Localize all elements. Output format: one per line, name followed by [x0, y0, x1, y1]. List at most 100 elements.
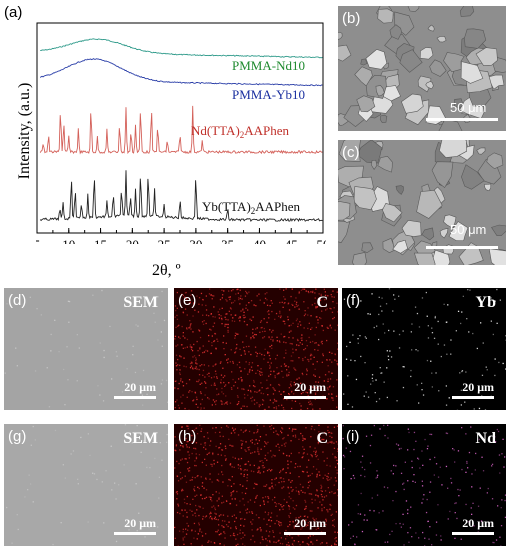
- map-dot: [295, 303, 297, 305]
- map-dot: [161, 345, 163, 347]
- map-dot: [218, 497, 220, 499]
- map-dot: [270, 450, 272, 452]
- map-dot: [208, 340, 210, 342]
- map-dot: [211, 518, 213, 521]
- map-dot: [315, 387, 317, 389]
- map-dot: [179, 372, 181, 374]
- map-dot: [438, 390, 440, 392]
- map-dot: [306, 392, 309, 394]
- map-dot: [226, 323, 228, 326]
- map-dot: [197, 406, 199, 408]
- map-dot: [295, 490, 298, 492]
- map-dot: [126, 525, 128, 527]
- map-dot: [429, 433, 431, 435]
- map-dot: [174, 401, 177, 403]
- map-dot: [292, 428, 294, 430]
- map-dot: [182, 394, 184, 396]
- map-dot: [259, 404, 261, 406]
- map-dot: [210, 294, 212, 296]
- map-dot: [201, 321, 204, 323]
- map-dot: [312, 543, 314, 545]
- map-dot: [288, 336, 290, 339]
- map-dot: [357, 338, 359, 340]
- map-dot: [314, 334, 316, 336]
- map-dot: [293, 393, 295, 395]
- map-dot: [273, 536, 275, 538]
- map-dot: [210, 498, 212, 501]
- map-dot: [205, 533, 207, 535]
- map-dot: [212, 494, 214, 496]
- map-dot: [194, 392, 197, 394]
- map-dot: [128, 529, 130, 531]
- map-dot: [478, 407, 481, 410]
- map-dot: [232, 301, 234, 304]
- map-dot: [467, 289, 469, 291]
- map-dot: [425, 291, 427, 294]
- map-dot: [498, 454, 501, 456]
- map-dot: [435, 534, 438, 536]
- map-dot: [257, 447, 259, 449]
- map-dot: [453, 449, 455, 451]
- map-dot: [251, 400, 253, 402]
- map-dot: [208, 365, 210, 367]
- map-dot: [195, 358, 197, 360]
- map-dot: [242, 440, 244, 442]
- map-dot: [311, 502, 313, 504]
- map-dot: [198, 297, 201, 299]
- map-dot: [213, 382, 216, 384]
- particle: [353, 186, 377, 211]
- map-dot: [332, 524, 334, 526]
- map-dot: [174, 449, 176, 451]
- map-dot: [226, 359, 228, 361]
- map-dot: [217, 311, 219, 313]
- map-dot: [254, 443, 256, 445]
- map-dot: [263, 354, 266, 356]
- map-dot: [244, 397, 246, 399]
- map-dot: [213, 459, 215, 462]
- map-dot: [347, 375, 349, 377]
- map-dot: [230, 492, 232, 494]
- map-dot: [282, 428, 284, 430]
- map-dot: [369, 313, 371, 315]
- map-dot: [232, 378, 234, 381]
- map-dot: [272, 487, 274, 489]
- map-dot: [178, 324, 180, 326]
- map-dot: [199, 528, 201, 530]
- map-dot: [336, 363, 338, 365]
- map-dot: [305, 340, 308, 342]
- map-dot: [272, 454, 274, 456]
- map-dot: [221, 449, 223, 451]
- map-dot: [302, 541, 304, 543]
- map-dot: [289, 521, 291, 523]
- map-dot: [273, 398, 276, 401]
- map-dot: [259, 436, 262, 438]
- map-dot: [182, 385, 185, 387]
- map-dot: [360, 300, 362, 302]
- map-dot: [465, 371, 467, 373]
- map-dot: [272, 531, 274, 533]
- map-dot: [48, 406, 51, 408]
- map-dot: [258, 293, 260, 295]
- map-dot: [314, 519, 316, 522]
- element-map-i: (i) Nd 20 μm: [342, 424, 506, 546]
- map-dot: [274, 484, 277, 486]
- map-dot: [242, 388, 245, 390]
- map-dot: [400, 472, 403, 474]
- map-dot: [274, 455, 276, 457]
- map-dot: [276, 354, 278, 356]
- map-dot: [312, 466, 315, 468]
- particle: [392, 239, 409, 254]
- map-dot: [208, 372, 210, 374]
- scale-bar-i: [452, 532, 494, 535]
- map-dot: [210, 329, 212, 331]
- map-dot: [378, 338, 380, 341]
- map-dot: [274, 522, 276, 525]
- map-dot: [271, 347, 273, 349]
- map-dot: [316, 386, 318, 389]
- map-dot: [60, 522, 62, 524]
- map-dot: [248, 291, 250, 293]
- particle: [360, 58, 368, 66]
- map-dot: [441, 484, 443, 486]
- map-dot: [210, 313, 212, 315]
- map-dot: [283, 480, 285, 483]
